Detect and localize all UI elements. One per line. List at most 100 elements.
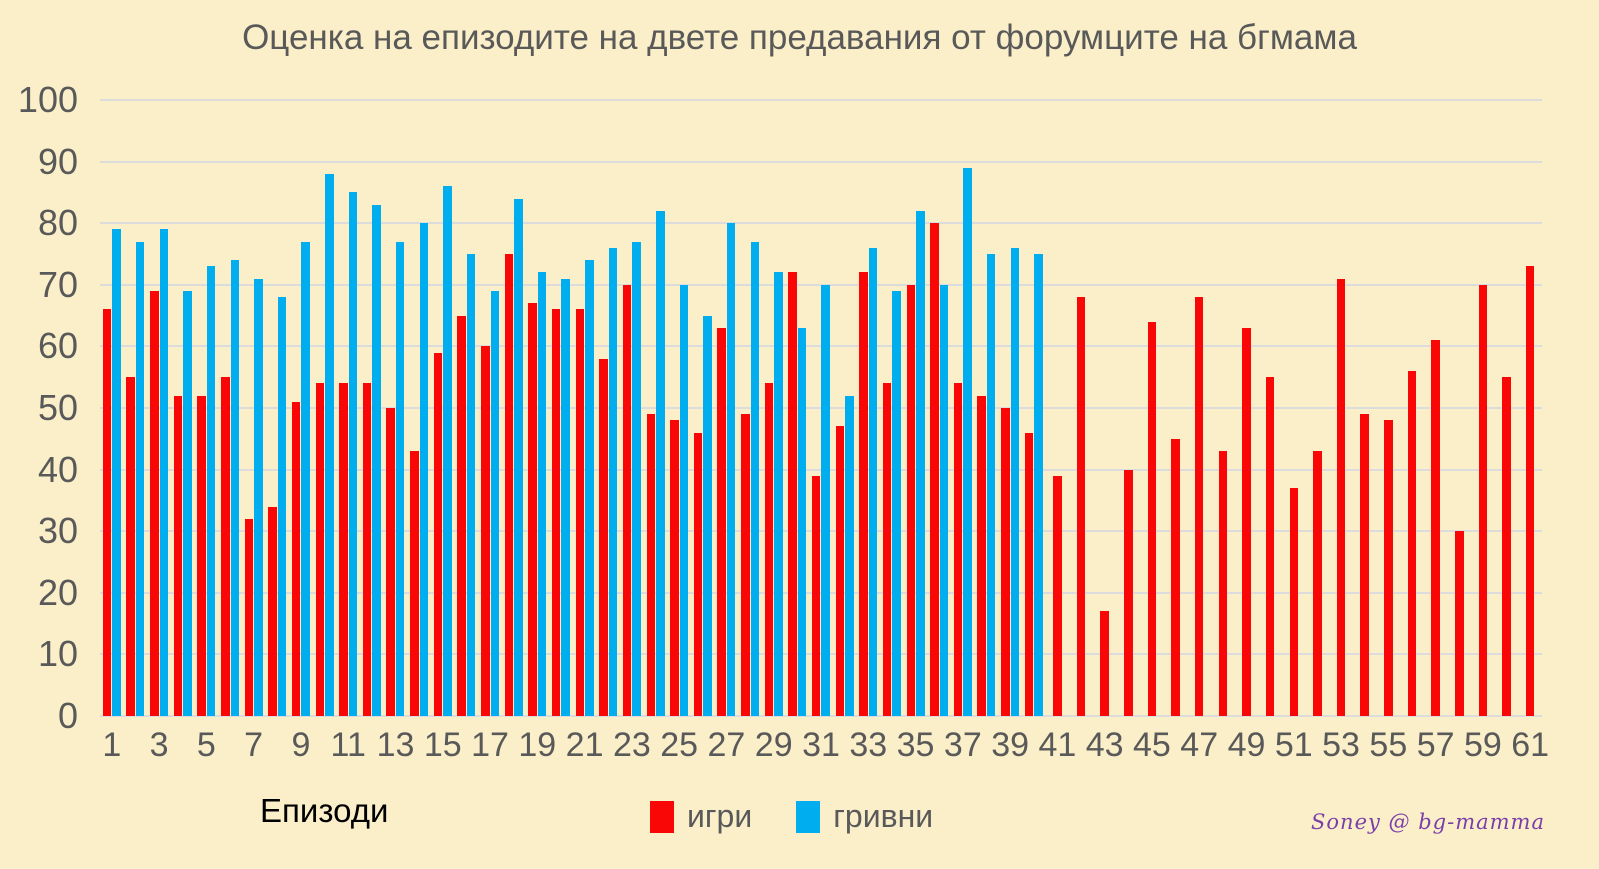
bar-igri-ep42 — [1076, 297, 1086, 716]
episode-group-32 — [833, 100, 857, 716]
bar-igri-ep29 — [764, 383, 774, 716]
bar-grivni-ep12 — [372, 204, 381, 716]
x-axis-title: Епизоди — [260, 792, 389, 829]
bar-igri-ep6 — [221, 377, 230, 716]
x-axis-label-51: 51 — [1274, 726, 1313, 764]
bar-igri-ep4 — [173, 395, 183, 716]
bar-igri-ep35 — [906, 284, 916, 716]
bar-grivni-ep14 — [419, 223, 429, 716]
bar-igri-ep54 — [1360, 414, 1369, 716]
gridline-100 — [100, 99, 1542, 101]
episode-group-9 — [289, 100, 313, 716]
bar-grivni-ep18 — [514, 198, 523, 716]
episode-group-24 — [644, 100, 668, 716]
x-axis-label-5: 5 — [196, 726, 216, 764]
episode-group-61 — [1518, 100, 1542, 716]
legend: игри гривни — [650, 798, 933, 835]
legend-item-grivni: гривни — [796, 798, 933, 835]
episode-group-60 — [1495, 100, 1519, 716]
bar-igri-ep23 — [622, 284, 632, 716]
gridline-20 — [100, 591, 1542, 594]
bar-igri-ep22 — [599, 358, 608, 716]
bar-grivni-ep25 — [679, 284, 689, 716]
bar-grivni-ep31 — [821, 284, 830, 716]
bar-igri-ep60 — [1502, 377, 1511, 716]
episode-group-4 — [171, 100, 195, 716]
bar-igri-ep26 — [693, 432, 703, 716]
bar-grivni-ep3 — [159, 229, 169, 716]
bar-igri-ep24 — [646, 414, 656, 716]
y-axis-label-30: 30 — [37, 510, 78, 552]
bar-grivni-ep32 — [845, 395, 854, 716]
bar-grivni-ep1 — [112, 229, 121, 716]
x-axis-label-25: 25 — [660, 726, 699, 764]
bar-igri-ep13 — [386, 408, 395, 716]
episode-group-13 — [384, 100, 408, 716]
bar-igri-ep41 — [1053, 475, 1062, 716]
bar-igri-ep48 — [1218, 451, 1228, 716]
bar-grivni-ep15 — [443, 186, 452, 716]
chart-title: Оценка на епизодите на двете предавания … — [242, 18, 1357, 57]
episode-group-29 — [762, 100, 786, 716]
y-axis-label-90: 90 — [37, 140, 78, 182]
bar-igri-ep46 — [1171, 438, 1180, 716]
x-axis-label-1: 1 — [102, 726, 122, 764]
bar-grivni-ep7 — [254, 278, 263, 716]
bar-igri-ep47 — [1194, 297, 1204, 716]
x-axis-label-57: 57 — [1416, 726, 1455, 764]
bar-grivni-ep19 — [537, 272, 547, 716]
episode-group-43 — [1093, 100, 1117, 716]
episode-group-2 — [124, 100, 148, 716]
bar-igri-ep7 — [244, 518, 254, 716]
bar-igri-ep45 — [1147, 321, 1157, 716]
bar-grivni-ep5 — [206, 266, 216, 716]
bar-grivni-ep9 — [301, 241, 310, 716]
bar-igri-ep28 — [741, 414, 750, 716]
bar-igri-ep14 — [410, 451, 419, 716]
bar-igri-ep27 — [717, 327, 726, 716]
bar-grivni-ep27 — [726, 223, 736, 716]
episode-group-51 — [1282, 100, 1306, 716]
episode-group-19 — [526, 100, 550, 716]
bar-igri-ep2 — [126, 377, 135, 716]
bar-igri-ep8 — [268, 506, 277, 716]
bar-igri-ep58 — [1455, 531, 1464, 716]
bar-igri-ep37 — [953, 383, 963, 716]
episode-group-41 — [1046, 100, 1070, 716]
episode-group-59 — [1471, 100, 1495, 716]
bar-igri-ep32 — [835, 426, 845, 716]
bar-igri-ep51 — [1289, 488, 1299, 716]
bar-grivni-ep30 — [797, 327, 807, 716]
gridline-80 — [100, 222, 1542, 225]
x-axis-label-17: 17 — [471, 726, 509, 764]
legend-item-igri: игри — [650, 798, 752, 835]
bar-igri-ep56 — [1407, 371, 1417, 716]
x-axis-label-41: 41 — [1038, 726, 1077, 764]
episode-group-45 — [1140, 100, 1164, 716]
episode-group-14 — [407, 100, 431, 716]
bar-igri-ep59 — [1478, 284, 1488, 716]
bar-grivni-ep20 — [561, 278, 570, 716]
y-axis-label-100: 100 — [17, 79, 78, 120]
plot-area — [100, 99, 1542, 717]
bar-igri-ep10 — [315, 383, 325, 716]
episode-group-16 — [455, 100, 479, 716]
episode-group-53 — [1329, 100, 1353, 716]
bar-grivni-ep40 — [1034, 254, 1043, 716]
episode-group-37 — [951, 100, 975, 716]
x-axis-label-47: 47 — [1180, 726, 1219, 764]
bar-igri-ep53 — [1336, 278, 1346, 716]
episode-group-46 — [1164, 100, 1188, 716]
episode-group-58 — [1447, 100, 1471, 716]
episode-group-18 — [502, 100, 526, 716]
episode-group-50 — [1258, 100, 1282, 716]
episode-group-47 — [1187, 100, 1211, 716]
episode-group-44 — [1116, 100, 1140, 716]
y-axis-label-10: 10 — [37, 633, 78, 675]
x-axis-label-43: 43 — [1085, 726, 1124, 764]
gridline-90 — [100, 160, 1542, 163]
y-axis-label-80: 80 — [37, 202, 78, 244]
episode-group-40 — [1022, 100, 1046, 716]
bar-igri-ep39 — [1001, 408, 1010, 716]
